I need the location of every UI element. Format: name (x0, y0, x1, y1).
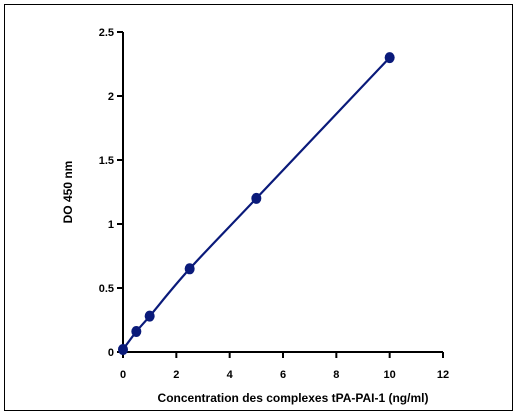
data-point (384, 52, 395, 64)
data-points (118, 52, 395, 355)
y-tick-label: 2.5 (99, 27, 114, 39)
y-tick-label: 2 (108, 91, 114, 103)
y-tick-label: 0.5 (99, 283, 114, 295)
y-tick-label: 0 (108, 347, 114, 359)
x-tick-label: 10 (384, 369, 396, 381)
axes (122, 32, 443, 353)
tick-labels: 0 2 4 6 8 10 12 0 0.5 1 1.5 2 2.5 (99, 27, 449, 381)
y-axis-title: DO 450 nm (61, 161, 75, 224)
x-tick-label: 6 (280, 369, 286, 381)
ticks (117, 31, 444, 358)
x-tick-label: 4 (227, 369, 234, 381)
data-point (131, 326, 142, 338)
data-point (251, 192, 262, 204)
x-tick-label: 0 (120, 369, 126, 381)
x-tick-label: 8 (333, 369, 339, 381)
y-tick-label: 1.5 (99, 155, 114, 167)
x-axis-title: Concentration des complexes tPA-PAI-1 (n… (158, 391, 429, 405)
y-tick-label: 1 (108, 219, 114, 231)
data-point (184, 263, 195, 275)
data-point (144, 310, 155, 322)
x-tick-label: 2 (173, 369, 179, 381)
chart-frame (4, 4, 513, 411)
x-tick-label: 12 (437, 369, 449, 381)
data-point (118, 343, 128, 355)
